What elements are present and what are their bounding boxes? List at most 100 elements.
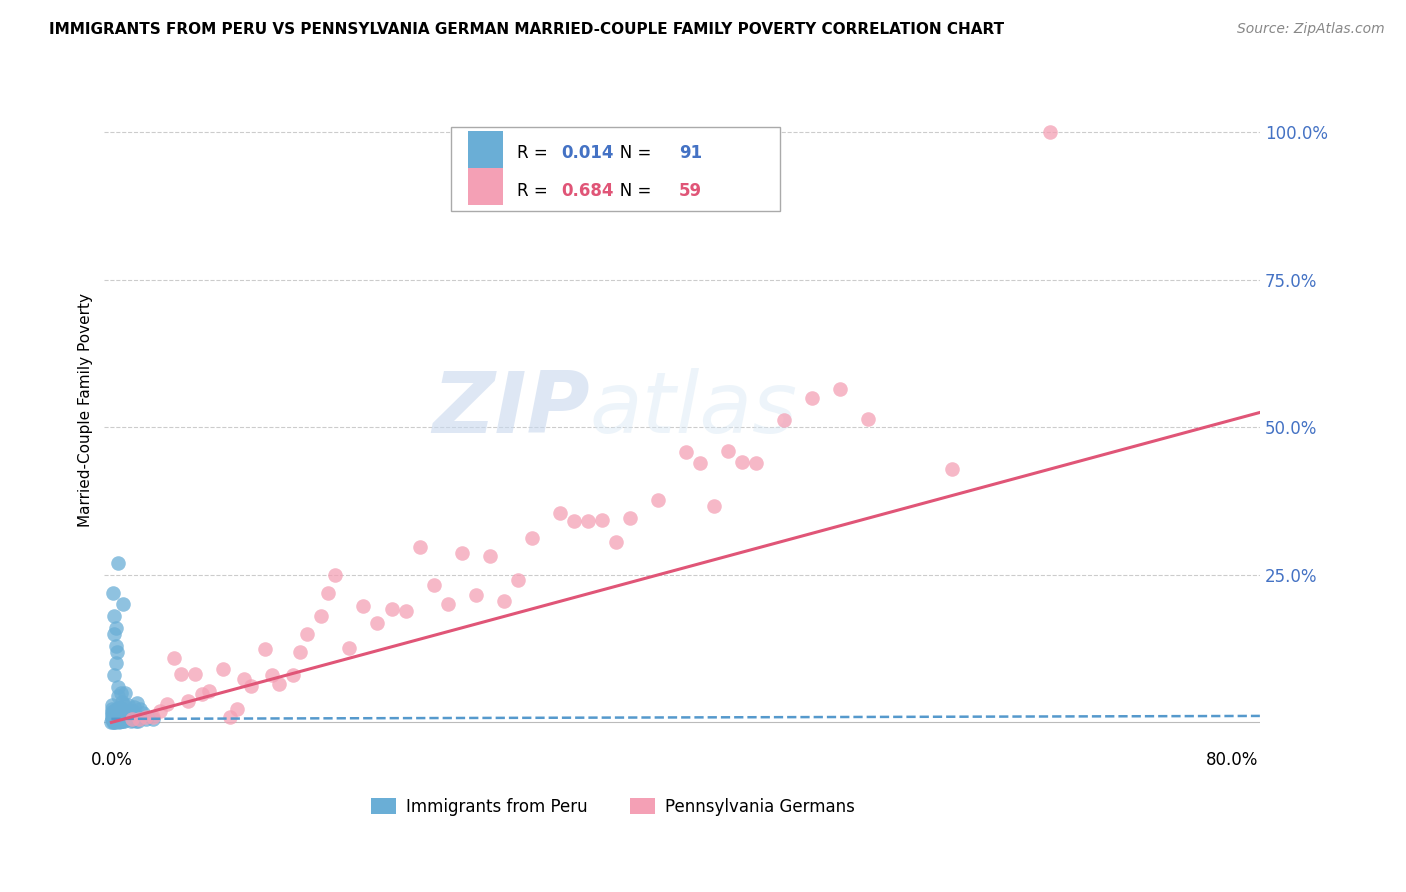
Point [101,707,124,722]
Point [104,701,127,715]
Point [436,597,458,611]
Point [591,513,613,527]
Point [100,715,122,730]
Point [107,711,129,725]
Legend: Immigrants from Peru, Pennsylvania Germans: Immigrants from Peru, Pennsylvania Germa… [364,791,860,822]
Point [104,714,127,729]
Point [149,704,172,718]
Point [107,690,129,704]
Point [101,698,124,713]
Point [689,456,711,470]
Point [191,687,214,701]
Point [112,706,135,721]
Point [142,713,165,727]
Point [121,710,143,724]
Point [108,704,131,718]
Point [772,413,794,427]
Point [135,713,157,727]
Point [101,705,124,719]
Point [703,500,725,514]
Point [233,672,256,686]
Point [105,705,128,719]
Point [105,712,128,726]
Point [675,444,697,458]
Point [121,704,143,718]
Point [353,599,375,613]
Point [105,709,128,723]
Point [111,711,134,725]
Point [177,693,200,707]
Text: Source: ZipAtlas.com: Source: ZipAtlas.com [1237,22,1385,37]
Point [110,714,132,728]
Point [128,713,150,727]
Point [562,514,585,528]
Point [105,711,128,725]
Point [156,697,179,711]
Point [105,707,128,722]
Point [576,515,599,529]
Point [240,680,263,694]
Text: 59: 59 [679,182,702,200]
Point [103,609,125,624]
Point [120,714,142,728]
Point [104,711,127,725]
Point [101,710,124,724]
Point [110,713,132,727]
Point [105,711,128,725]
Point [318,585,340,599]
Point [107,680,129,694]
Text: N =: N = [603,145,657,162]
Point [828,382,851,396]
Point [112,714,135,729]
Text: R =: R = [517,182,553,200]
Point [101,713,124,727]
Point [105,714,128,728]
Point [105,703,128,717]
Point [121,713,143,727]
Point [394,604,416,618]
Text: R =: R = [517,145,553,162]
Point [1039,125,1062,139]
Point [132,706,155,720]
Point [105,713,128,727]
Point [103,706,125,721]
Point [450,546,472,560]
Text: IMMIGRANTS FROM PERU VS PENNSYLVANIA GERMAN MARRIED-COUPLE FAMILY POVERTY CORREL: IMMIGRANTS FROM PERU VS PENNSYLVANIA GER… [49,22,1004,37]
Point [107,705,129,719]
Point [105,644,128,658]
Point [744,456,766,470]
Point [290,644,312,658]
Point [269,677,291,691]
Text: 0.684: 0.684 [561,182,613,200]
Point [380,602,402,616]
Point [103,714,125,729]
Point [112,698,135,712]
Point [506,573,529,587]
Point [422,578,444,592]
Text: atlas: atlas [589,368,797,451]
Point [115,707,138,722]
Point [105,714,128,729]
Point [117,698,139,712]
Point [114,686,136,700]
Point [212,662,235,676]
Bar [468,131,503,169]
Point [125,696,148,710]
Point [111,695,134,709]
Point [135,709,157,723]
Point [142,709,165,723]
Point [122,700,145,714]
Point [647,492,669,507]
Point [110,710,132,724]
Point [492,594,515,608]
Point [170,667,193,681]
Point [100,707,122,722]
Point [464,589,486,603]
Point [297,627,319,641]
Point [105,713,128,727]
Point [125,714,148,728]
Point [184,666,207,681]
Point [104,704,127,718]
Point [478,549,501,563]
Point [104,709,127,723]
